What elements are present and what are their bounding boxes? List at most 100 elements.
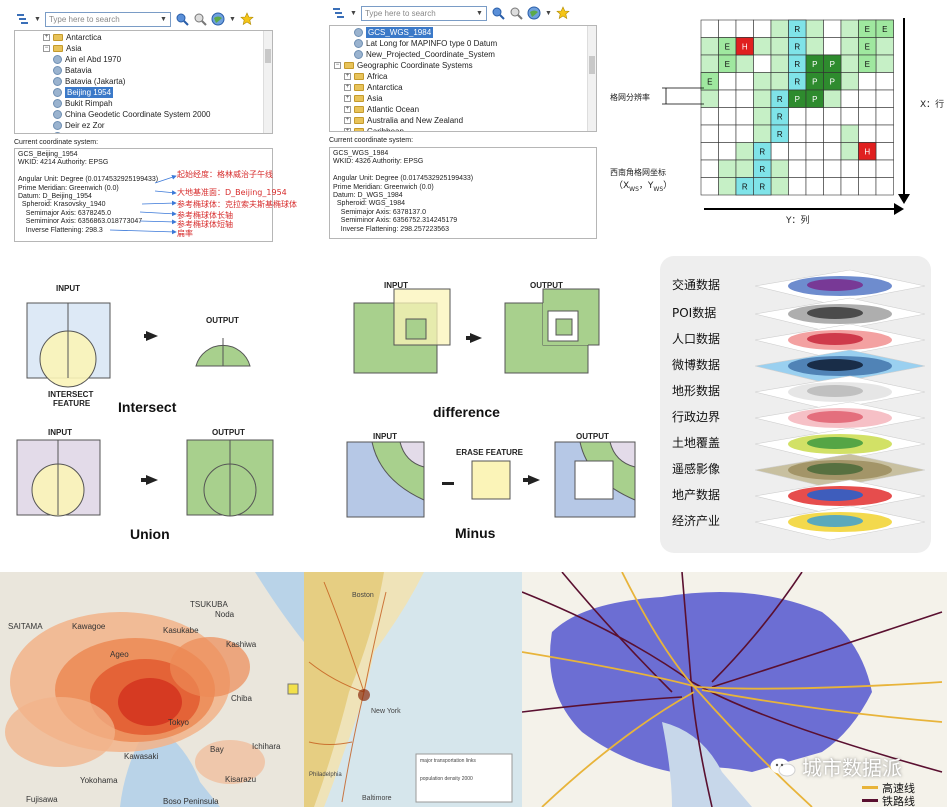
chevron-down-icon[interactable]: ▼ bbox=[228, 15, 236, 23]
expand-icon[interactable]: + bbox=[344, 106, 351, 113]
globe-icon bbox=[53, 55, 62, 64]
tree-item[interactable]: + Caribbean bbox=[334, 126, 596, 131]
tree-item[interactable]: Lat Long for MAPINFO type 0 Datum bbox=[334, 38, 596, 49]
expand-icon[interactable]: + bbox=[344, 84, 351, 91]
search-input[interactable]: Type here to search ▼ bbox=[360, 5, 487, 21]
tree-item-label: Beijing 1954 bbox=[65, 87, 114, 98]
search-icon[interactable] bbox=[491, 6, 505, 20]
grid-cell-label: R bbox=[794, 25, 800, 34]
toolbar-left: ▼ Type here to search ▼ ▼ bbox=[16, 10, 254, 28]
tree-item[interactable]: + Asia bbox=[334, 93, 596, 104]
tree-item[interactable]: New_Projected_Coordinate_System bbox=[334, 49, 596, 60]
legend-swatch bbox=[862, 786, 878, 789]
map-place-label: Kashiwa bbox=[226, 640, 257, 649]
grid-cell-E bbox=[700, 72, 719, 91]
expand-icon[interactable]: + bbox=[344, 128, 351, 131]
annotation-flattening: 扁率 bbox=[177, 229, 193, 238]
grid-cell bbox=[770, 19, 789, 38]
tree-item[interactable]: + Australia and New Zealand bbox=[334, 115, 596, 126]
coordinate-tree-left[interactable]: + Antarctica − Asia Ain el Abd 1970 Batavia Ba… bbox=[14, 30, 273, 134]
highway-lines bbox=[522, 572, 943, 807]
tree-item[interactable]: + Antarctica bbox=[334, 82, 596, 93]
tree-item[interactable]: Batavia bbox=[33, 65, 272, 76]
cs-detail-line: WKID: 4214 Authority: EPSG bbox=[18, 159, 109, 167]
grid-cell bbox=[858, 107, 877, 126]
grid-cell bbox=[875, 159, 894, 178]
grid-cell-label: H bbox=[864, 147, 870, 156]
tree-item[interactable]: Bukit Rimpah bbox=[33, 98, 272, 109]
layer-label: 行政边界 bbox=[672, 410, 721, 424]
grid-cell bbox=[840, 107, 859, 126]
tree-item[interactable]: Batavia (Jakarta) bbox=[33, 76, 272, 87]
collapse-icon[interactable]: − bbox=[43, 45, 50, 52]
expand-icon[interactable]: + bbox=[344, 73, 351, 80]
tree-item[interactable]: GCS_WGS_1984 bbox=[334, 27, 596, 38]
cs-detail-line: Datum: D_WGS_1984 bbox=[333, 192, 403, 200]
chevron-down-icon[interactable]: ▼ bbox=[476, 9, 483, 17]
collapse-icon[interactable]: − bbox=[334, 62, 341, 69]
cs-detail-line: Prime Meridian: Greenwich (0.0) bbox=[333, 183, 434, 191]
grid-cell bbox=[875, 89, 894, 108]
grid-cell-label: E bbox=[865, 42, 870, 51]
favorite-star-icon[interactable] bbox=[240, 12, 254, 26]
tree-item[interactable]: Ain el Abd 1970 bbox=[33, 54, 272, 65]
grid-cell-label: E bbox=[865, 25, 870, 34]
search-icon[interactable] bbox=[175, 12, 189, 26]
grid-cell bbox=[718, 107, 737, 126]
tree-item[interactable]: China Geodetic Coordinate System 2000 bbox=[33, 109, 272, 120]
chevron-down-icon[interactable]: ▼ bbox=[350, 9, 357, 17]
map-place-label: Kawagoe bbox=[72, 622, 106, 631]
grid-cell bbox=[823, 177, 842, 196]
grid-cell bbox=[700, 19, 719, 38]
chevron-down-icon[interactable]: ▼ bbox=[34, 15, 41, 23]
folder-icon bbox=[354, 84, 364, 91]
favorite-star-icon[interactable] bbox=[556, 6, 570, 20]
tree-item[interactable]: Deir ez Zor bbox=[33, 120, 272, 131]
legend-population-title: population density 2000 bbox=[420, 776, 473, 782]
filter-icon[interactable] bbox=[332, 6, 346, 20]
layer-data-core bbox=[807, 359, 863, 371]
tree-item[interactable]: Beijing 1954 bbox=[33, 87, 272, 98]
tree-item-label: Batavia (Jakarta) bbox=[65, 77, 126, 86]
globe-icon[interactable] bbox=[527, 6, 541, 20]
expand-icon[interactable]: + bbox=[43, 34, 50, 41]
scrollbar[interactable] bbox=[587, 26, 596, 131]
clear-search-icon[interactable] bbox=[509, 6, 523, 20]
annotation-spheroid: 参考椭球体：克拉索夫斯基椭球体 bbox=[177, 200, 297, 209]
tree-item[interactable]: − Geographic Coordinate Systems bbox=[334, 60, 596, 71]
map-legend-item: 高速线 bbox=[862, 781, 915, 795]
grid-cell-label: R bbox=[777, 112, 783, 121]
tree-item[interactable]: + Antarctica bbox=[33, 32, 272, 43]
coordinate-tree-right[interactable]: GCS_WGS_1984 Lat Long for MAPINFO type 0 … bbox=[329, 25, 597, 132]
city-label-new-york: New York bbox=[371, 708, 401, 715]
grid-resolution-label: 格网分辨率 bbox=[610, 93, 650, 102]
legend-label: 铁路线 bbox=[882, 794, 915, 807]
expand-icon[interactable]: + bbox=[344, 117, 351, 124]
map-place-label: Kawasaki bbox=[124, 752, 159, 761]
current-cs-label: Current coordinate system: bbox=[14, 139, 99, 146]
scrollbar[interactable] bbox=[263, 31, 272, 133]
filter-icon[interactable] bbox=[16, 12, 30, 26]
clear-search-icon[interactable] bbox=[193, 12, 207, 26]
expand-icon[interactable]: + bbox=[344, 95, 351, 102]
tree-item[interactable]: DGN 1995 bbox=[33, 131, 272, 133]
search-input[interactable]: Type here to search ▼ bbox=[44, 11, 171, 27]
grid-cell bbox=[875, 124, 894, 143]
chevron-down-icon[interactable]: ▼ bbox=[544, 9, 552, 17]
tree-item[interactable]: + Atlantic Ocean bbox=[334, 104, 596, 115]
tree-item[interactable]: − Asia bbox=[33, 43, 272, 54]
chevron-down-icon[interactable]: ▼ bbox=[160, 15, 167, 23]
tree-item[interactable]: + Africa bbox=[334, 71, 596, 82]
intersect-title: Intersect bbox=[118, 399, 177, 415]
legend-transport-title: major transportation links bbox=[420, 758, 476, 764]
grid-cell-label: P bbox=[830, 60, 835, 69]
minus-input-blue-region bbox=[346, 441, 425, 518]
globe-icon[interactable] bbox=[211, 12, 225, 26]
us-corridor-map bbox=[304, 572, 522, 807]
cs-detail-line: Angular Unit: Degree (0.0174532925199433… bbox=[333, 175, 474, 183]
tree-item-label: Bukit Rimpah bbox=[65, 99, 113, 108]
grid-cell bbox=[840, 54, 859, 73]
grid-cell bbox=[770, 159, 789, 178]
cs-detail-line: Angular Unit: Degree (0.0174532925199433… bbox=[18, 176, 159, 184]
